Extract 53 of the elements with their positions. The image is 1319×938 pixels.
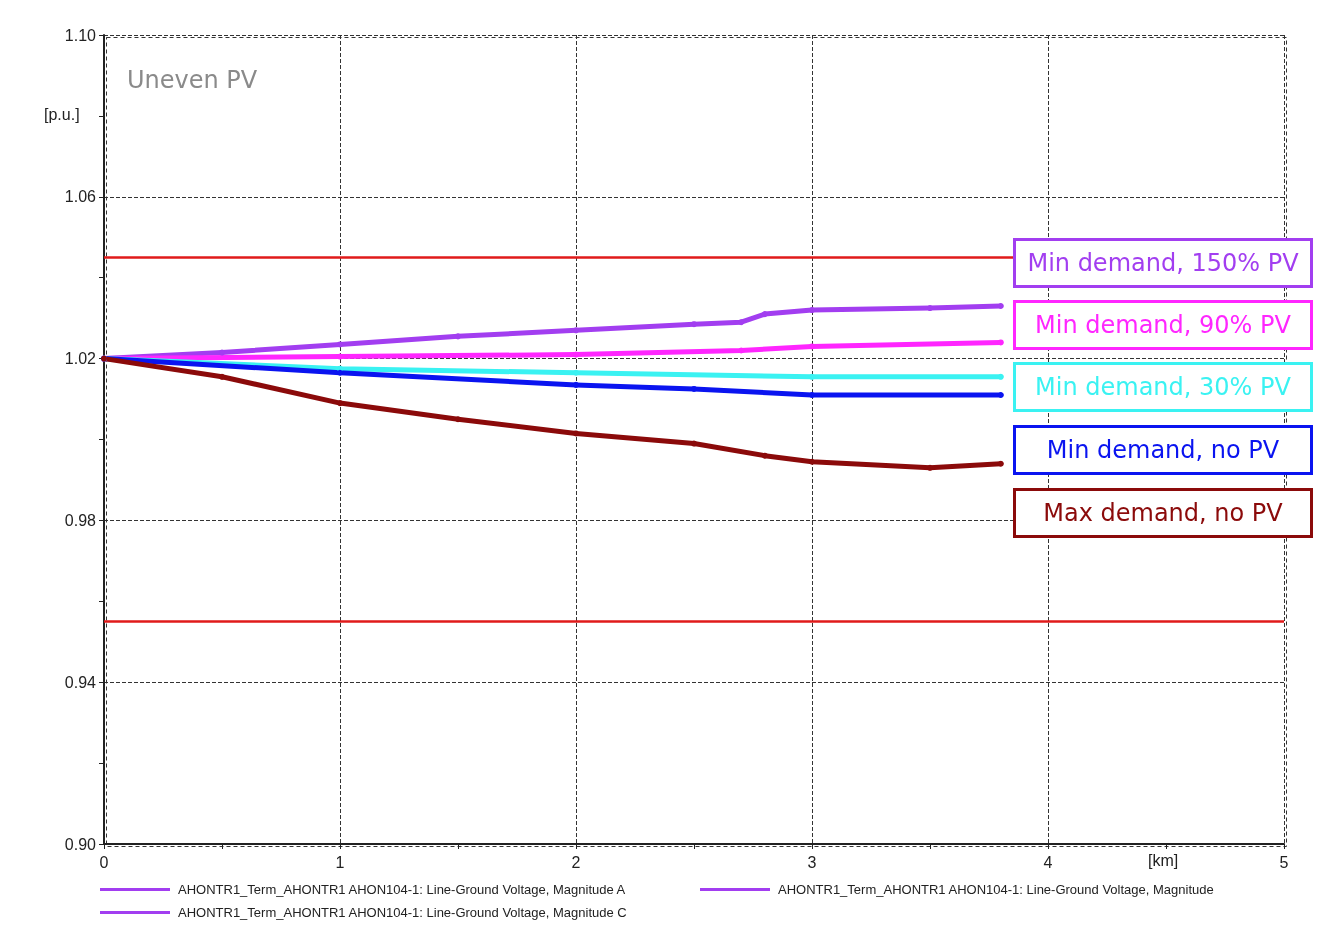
text: Uneven PV [127,66,258,94]
point [573,381,579,388]
text: AHONTR1_Term_AHONTR1 AHON104-1: Line-Ground Voltage, Magnitude C [178,905,627,920]
text: Min demand, no PV [1013,425,1313,475]
point [573,327,579,334]
point [691,321,697,328]
y-tick-label: 0.94 [64,673,97,691]
point [997,339,1004,346]
series-label: Min demand, 90% PV [1013,300,1313,350]
point [573,369,579,376]
text: AHONTR1_Term_AHONTR1 AHON104-1: Line-Ground Voltage, Magnitude [778,882,1214,897]
point [691,440,697,447]
point [573,430,579,437]
y-tick-label: 1.10 [64,26,97,44]
point [997,373,1004,380]
point [927,305,933,312]
x-axis-title: [km] [1148,851,1179,869]
y-axis-title: [p.u.] [44,105,80,123]
x-tick-label: 1 [335,853,345,871]
text: AHONTR1_Term_AHONTR1 AHON104-1: Line-Ground Voltage, Magnitude A [178,882,626,897]
point [809,392,815,398]
x-tick-label: 0 [99,853,109,871]
point [809,343,815,350]
series-label: Min demand, 30% PV [1013,362,1313,412]
point [809,373,815,380]
point [337,400,343,407]
point [927,464,933,471]
y-tick-label: 0.90 [64,835,97,853]
point [761,311,768,318]
point [219,373,225,380]
point [809,458,815,465]
x-tick-label: 3 [807,853,817,871]
point [337,369,343,376]
text: Max demand, no PV [1013,488,1313,538]
y-tick-label: 0.98 [64,511,97,529]
point [738,347,745,354]
point [761,452,768,459]
point [337,341,343,348]
point [738,319,745,326]
point [573,351,579,358]
point [997,460,1004,467]
point [455,333,461,340]
point [691,385,697,392]
x-tick-label: 2 [571,853,581,871]
x-tick-label: 4 [1043,853,1053,871]
point [455,416,461,423]
point [337,353,343,360]
point [219,349,225,356]
point [809,307,815,314]
x-tick-label: 5 [1279,853,1289,871]
y-tick-label: 1.06 [64,188,97,206]
series-label: Min demand, 150% PV [1013,238,1313,288]
y-tick-label: 1.02 [64,350,97,368]
